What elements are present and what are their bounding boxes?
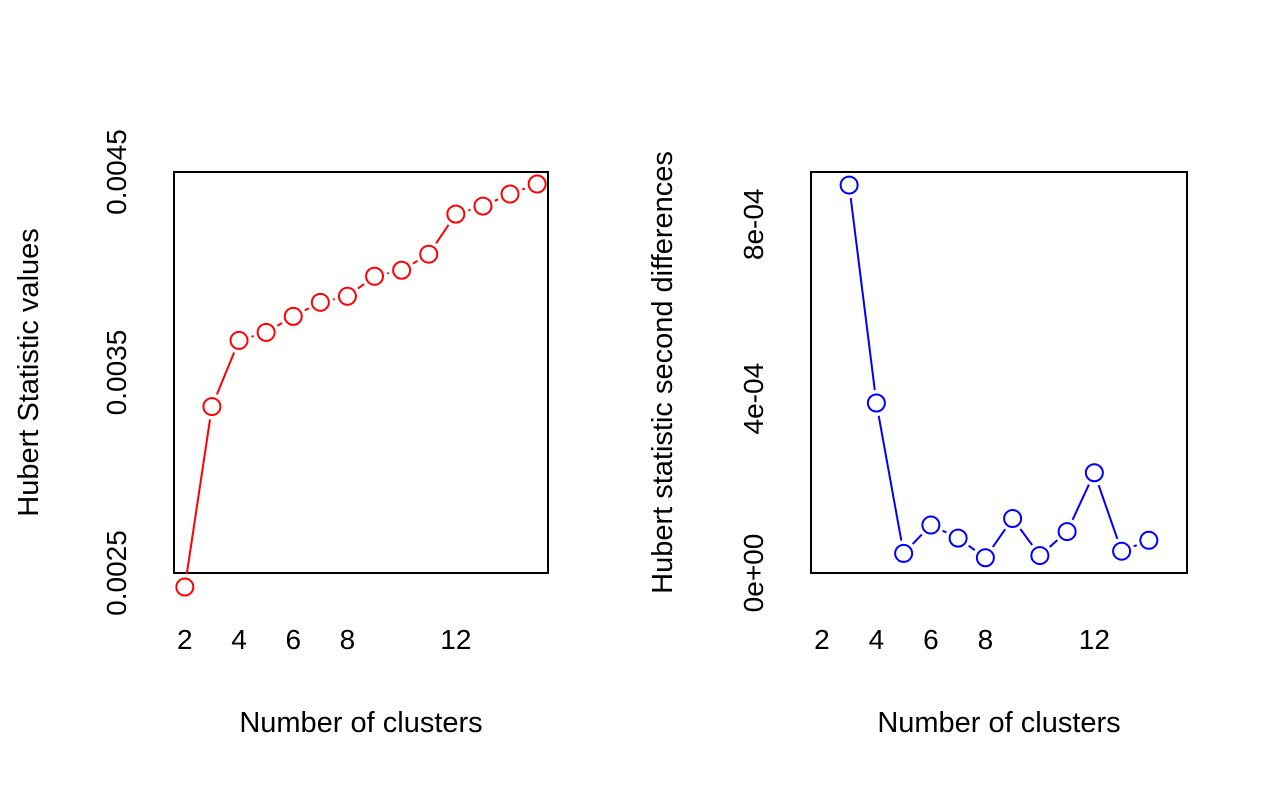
data-point: [977, 549, 994, 566]
data-point: [1004, 510, 1021, 527]
series-segment: [468, 210, 470, 211]
data-point: [203, 398, 220, 415]
plot-frame: [811, 172, 1187, 573]
series-segment: [413, 261, 418, 264]
data-point: [1031, 547, 1048, 564]
data-point: [1086, 464, 1103, 481]
y-axis-title: Hubert Statistic values: [13, 228, 45, 517]
chart-panel-2: 2 4 6 8 12 0e+00 4e-04 8e-04 Number of clusters H…: [647, 151, 1187, 739]
data-point: [231, 332, 248, 349]
series-segment: [252, 336, 254, 337]
x-axis-title: Number of clusters: [239, 707, 482, 739]
series-segment: [495, 199, 498, 200]
data-point: [868, 395, 885, 412]
y-tick-label: 0.0035: [101, 330, 132, 416]
series-segment: [993, 529, 1005, 547]
data-point: [1113, 543, 1130, 560]
data-point: [922, 517, 939, 534]
data-point: [447, 206, 464, 223]
data-point: [366, 268, 383, 285]
x-tick-label: 12: [1079, 624, 1110, 655]
data-point: [502, 186, 519, 203]
y-tick-label: 0.0045: [101, 129, 132, 215]
data-point: [1140, 532, 1157, 549]
data-point: [1059, 523, 1076, 540]
plot-frame: [174, 172, 548, 573]
data-point: [950, 530, 967, 547]
x-tick-label: 12: [440, 624, 471, 655]
series-segment: [913, 534, 922, 544]
data-point: [312, 294, 329, 311]
series-segment: [851, 198, 875, 390]
series-segment: [1073, 485, 1089, 520]
x-axis-title: Number of clusters: [877, 707, 1120, 739]
data-point: [529, 176, 546, 193]
series-segment: [943, 531, 947, 533]
series-segment: [358, 284, 364, 289]
data-point: [895, 545, 912, 562]
data-point: [420, 246, 437, 263]
y-axis-title: Hubert statistic second differences: [647, 151, 679, 594]
series-segment: [187, 419, 210, 574]
series-segment: [969, 546, 975, 550]
y-tick-label: 4e-04: [738, 363, 769, 435]
y-tick-label: 8e-04: [738, 188, 769, 260]
data-point: [841, 177, 858, 194]
series-segment: [1020, 529, 1032, 545]
x-tick-label: 2: [814, 624, 830, 655]
series-segment: [1099, 485, 1118, 539]
y-tick-label: 0.0025: [101, 530, 132, 616]
series-segment: [1134, 545, 1137, 546]
series-segment: [522, 189, 525, 190]
data-point: [285, 308, 302, 325]
x-tick-label: 6: [285, 624, 301, 655]
series-segment: [217, 352, 234, 394]
series-segment: [436, 225, 449, 244]
data-point: [258, 324, 275, 341]
x-tick-label: 6: [923, 624, 939, 655]
x-tick-label: 4: [231, 624, 247, 655]
series-segment: [305, 308, 309, 310]
data-point: [339, 288, 356, 305]
series-segment: [879, 416, 902, 541]
data-point: [176, 579, 193, 596]
x-tick-label: 4: [869, 624, 885, 655]
series-segment: [1050, 540, 1058, 547]
data-point: [474, 198, 491, 215]
x-tick-label: 2: [177, 624, 193, 655]
x-tick-label: 8: [340, 624, 356, 655]
chart-panel-1: 2 4 6 8 12 0.0025 0.0035 0.0045 Number of cluste…: [13, 129, 548, 739]
series-segment: [277, 323, 282, 326]
y-tick-label: 0e+00: [738, 534, 769, 613]
data-point: [393, 262, 410, 279]
x-tick-label: 8: [978, 624, 994, 655]
